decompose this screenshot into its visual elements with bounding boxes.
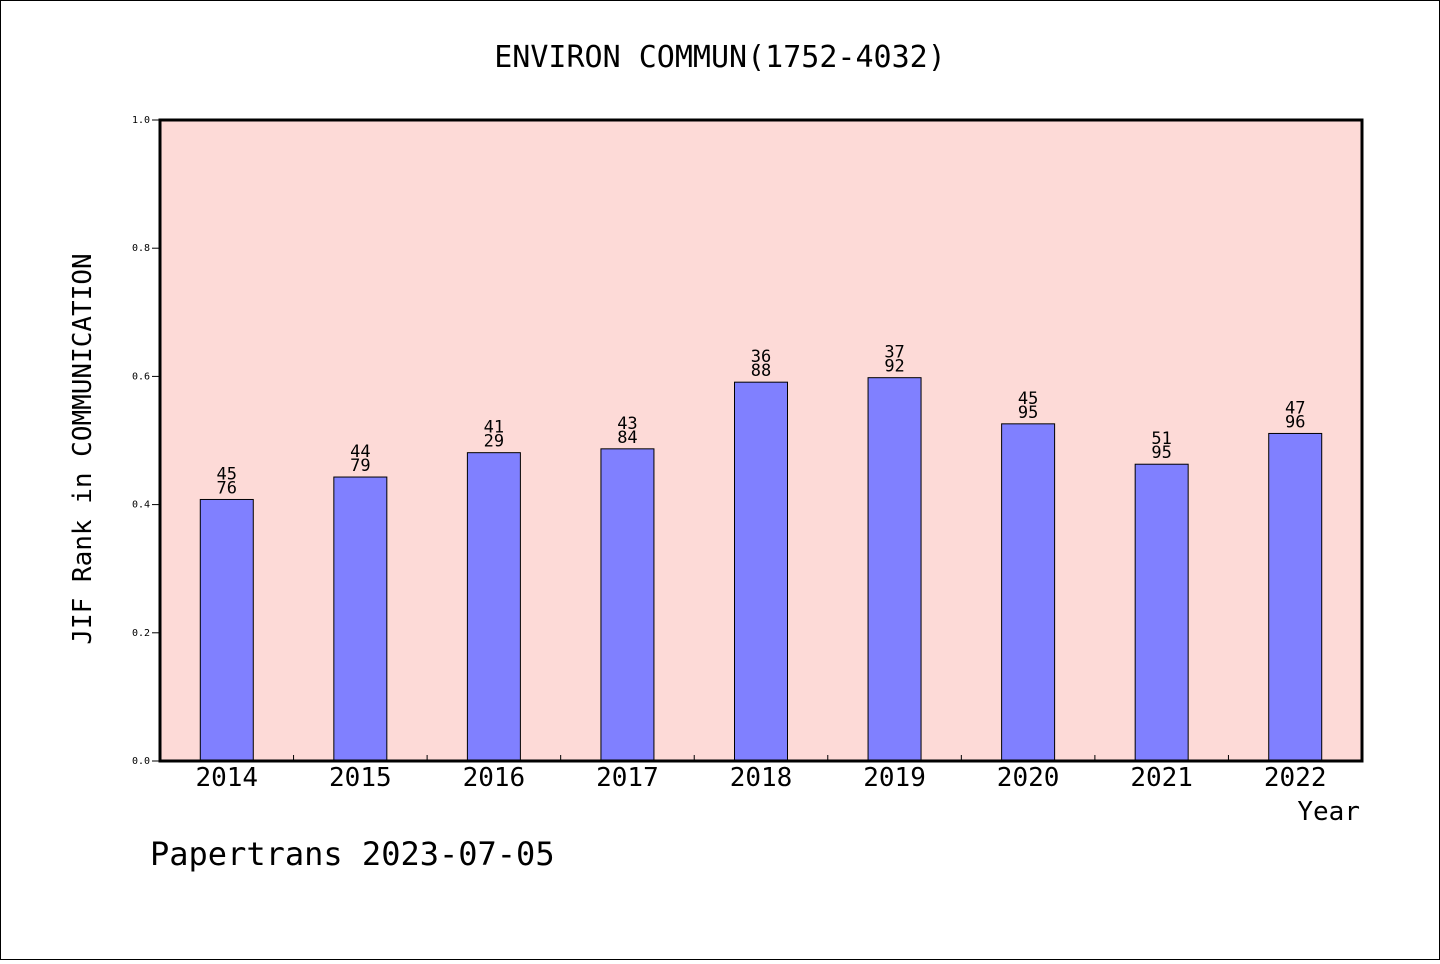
x-tick-label-2014: 2014	[195, 763, 258, 793]
x-tick-label-2021: 2021	[1130, 763, 1193, 793]
bar-label-bottom-2019: 92	[884, 357, 904, 377]
y-tick-label-0.6: 0.6	[132, 371, 150, 382]
bar-2014	[199, 498, 254, 762]
x-axis: 2014 2015 2016 2017 2018 2019 2020 2021 2022	[195, 755, 1327, 793]
bar-label-bottom-2016: 29	[484, 432, 504, 452]
x-tick-label-2020: 2020	[997, 763, 1060, 793]
bar-2021	[1134, 463, 1189, 762]
bar-label-bottom-2014: 76	[217, 478, 237, 498]
bar-2019	[867, 377, 922, 762]
bar-label-top-2017: 43	[617, 414, 637, 434]
bar-2016	[466, 452, 521, 762]
x-tick-label-2018: 2018	[730, 763, 793, 793]
y-tick-label-0.4: 0.4	[132, 500, 150, 511]
y-tick-label-0.8: 0.8	[132, 243, 150, 254]
bar-label-top-2014: 45	[217, 464, 237, 484]
x-tick-label-2016: 2016	[463, 763, 526, 793]
bar-label-top-2016: 41	[484, 418, 504, 438]
bar-label-top-2020: 45	[1018, 389, 1038, 409]
y-tick-label-0.2: 0.2	[132, 628, 150, 639]
y-tick-label-0.0: 0.0	[132, 756, 150, 767]
bar-label-bottom-2015: 79	[350, 456, 370, 476]
chart-title: ENVIRON COMMUN(1752-4032)	[494, 40, 946, 75]
bars-group	[199, 377, 1323, 762]
x-axis-label: Year	[1297, 797, 1360, 827]
bar-label-bottom-2020: 95	[1018, 403, 1038, 423]
footer-credit: Papertrans 2023-07-05	[150, 835, 555, 873]
bar-label-top-2021: 51	[1151, 429, 1171, 449]
bar-label-bottom-2021: 95	[1151, 443, 1171, 463]
x-tick-label-2019: 2019	[863, 763, 926, 793]
bar-label-top-2018: 36	[751, 347, 771, 367]
bar-2020	[1001, 423, 1056, 762]
y-tick-label-1.0: 1.0	[132, 115, 150, 126]
x-tick-label-2022: 2022	[1264, 763, 1327, 793]
bar-label-top-2019: 37	[884, 343, 904, 363]
bar-2018	[734, 381, 788, 762]
bar-label-bottom-2018: 88	[751, 361, 771, 381]
x-tick-label-2017: 2017	[596, 763, 659, 793]
bar-label-top-2015: 44	[350, 442, 370, 462]
bar-2022	[1268, 432, 1323, 762]
y-axis-label: JIF Rank in COMMUNICATION	[68, 253, 98, 644]
bar-label-top-2022: 47	[1285, 398, 1305, 418]
bar-2017	[600, 448, 655, 762]
plot-border	[158, 118, 1364, 763]
bar-label-bottom-2022: 96	[1285, 412, 1305, 432]
bar-label-bottom-2017: 84	[617, 428, 637, 448]
y-axis: 0.0 0.2 0.4 0.6 0.8 1.0	[132, 115, 160, 767]
x-tick-label-2015: 2015	[329, 763, 392, 793]
bar-2015	[333, 476, 388, 762]
